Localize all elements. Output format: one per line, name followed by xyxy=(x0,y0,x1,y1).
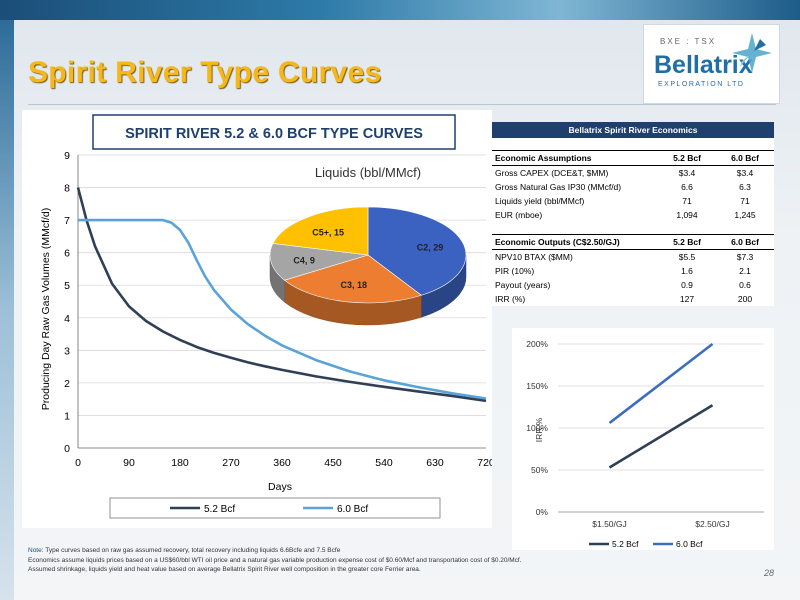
x-tick-label: 0 xyxy=(75,457,81,469)
x-tick-label: 180 xyxy=(171,457,189,469)
irr-line-6-0-bcf xyxy=(608,342,714,425)
table-row: Liquids yield (bbl/MMcf) 71 71 xyxy=(495,196,750,206)
legend-label-6-0: 6.0 Bcf xyxy=(337,504,368,515)
chart-legend xyxy=(109,497,441,519)
note-prefix: Note: xyxy=(28,547,44,554)
x-tick-label: 720 xyxy=(477,457,492,469)
table-row: NPV10 BTAX ($MM) $5.5 $7.3 xyxy=(495,252,754,262)
pie-data-label: C5+, 15 xyxy=(312,228,344,238)
table-row: Gross CAPEX (DCE&T, $MM) $3.4 $3.4 xyxy=(495,168,754,178)
irr-y-tick-label: 150% xyxy=(526,381,548,391)
pie-title: Liquids (bbl/MMcf) xyxy=(315,165,421,180)
x-axis-label: Days xyxy=(268,481,292,493)
irr-y-tick-label: 50% xyxy=(531,465,548,475)
irr-y-axis-ticks: 0% 50% 100% 150% 200% xyxy=(526,339,548,517)
irr-x-tick-label: $1.50/GJ xyxy=(592,519,627,529)
title-divider xyxy=(28,104,776,105)
table-row: Gross Natural Gas IP30 (MMcf/d) 6.6 6.3 xyxy=(495,182,751,192)
logo-tagline: EXPLORATION LTD xyxy=(658,81,745,88)
legend-label-5-2: 5.2 Bcf xyxy=(204,504,235,515)
y-tick-label: 8 xyxy=(64,183,70,195)
note-line-1: Type curves based on raw gas assumed rec… xyxy=(45,547,341,554)
y-tick-label: 5 xyxy=(64,280,70,292)
y-tick-label: 3 xyxy=(64,345,70,357)
pie-slice-c3 xyxy=(283,254,422,304)
table-row: IRR (%) 127 200 xyxy=(495,294,753,304)
table-row: PIR (10%) 1.6 2.1 xyxy=(495,266,751,276)
y-axis-ticks: 0 1 2 3 4 5 6 7 8 9 xyxy=(64,150,70,455)
company-logo: BXE : TSX Bellatrix EXPLORATION LTD xyxy=(643,24,780,104)
table-title: Bellatrix Spirit River Economics xyxy=(492,122,774,138)
logo-name: Bellatrix xyxy=(654,51,753,79)
y-tick-label: 2 xyxy=(64,378,70,390)
chart-area xyxy=(22,110,492,528)
x-tick-label: 630 xyxy=(426,457,444,469)
assumptions-header-row: Economic Assumptions 5.2 Bcf 6.0 Bcf xyxy=(492,150,774,166)
x-tick-label: 90 xyxy=(123,457,135,469)
irr-chart: 0% 50% 100% 150% 200% $1.50/GJ $2.50/GJ IRR %… xyxy=(512,328,774,550)
pie-slice-c5plus xyxy=(272,206,369,256)
y-tick-label: 7 xyxy=(64,215,70,227)
economics-table: Bellatrix Spirit River Economics Economi… xyxy=(492,122,774,306)
left-accent-bar xyxy=(0,20,14,600)
table-row: Payout (years) 0.9 0.6 xyxy=(495,280,751,290)
irr-line-5-2-bcf xyxy=(608,404,714,469)
x-tick-label: 450 xyxy=(324,457,342,469)
outputs-header-row: Economic Outputs (C$2.50/GJ) 5.2 Bcf 6.0… xyxy=(492,234,774,250)
irr-y-tick-label: 100% xyxy=(526,423,548,433)
liquids-pie-chart: Liquids (bbl/MMcf) C2, 29 C3, 18 C4, 9 C5+,… xyxy=(269,165,467,326)
irr-y-tick-label: 200% xyxy=(526,339,548,349)
irr-x-axis-ticks: $1.50/GJ $2.50/GJ xyxy=(592,519,730,529)
table-row: EUR (mboe) 1,094 1,245 xyxy=(495,210,756,220)
top-banner xyxy=(0,0,800,20)
irr-y-axis-label: IRR % xyxy=(534,417,544,442)
x-tick-label: 540 xyxy=(375,457,393,469)
y-tick-label: 4 xyxy=(64,313,70,325)
irr-legend-label-5-2: 5.2 Bcf xyxy=(612,539,639,549)
y-tick-label: 1 xyxy=(64,410,70,422)
pie-data-label: C3, 18 xyxy=(341,280,368,290)
series-lines xyxy=(76,187,487,403)
series-line-5-2-bcf xyxy=(76,187,487,403)
series-line-6-0-bcf xyxy=(78,218,487,400)
pie-data-label: C4, 9 xyxy=(293,256,315,266)
star-logo-icon xyxy=(732,33,772,73)
page-number: 28 xyxy=(764,568,775,578)
irr-series-lines xyxy=(608,342,714,469)
irr-x-tick-label: $2.50/GJ xyxy=(695,519,730,529)
y-tick-label: 0 xyxy=(64,443,70,455)
irr-legend-label-6-0: 6.0 Bcf xyxy=(676,539,703,549)
slide-title: Spirit River Type Curves xyxy=(28,56,382,89)
y-tick-label: 6 xyxy=(64,248,70,260)
chart-title: SPIRIT RIVER 5.2 & 6.0 BCF TYPE CURVES xyxy=(125,126,423,142)
note-line-3: Assumed shrinkage, liquids yield and hea… xyxy=(28,566,421,573)
pie-slice-c4 xyxy=(269,243,369,281)
x-axis-ticks: 0 90 180 270 360 450 540 630 720 xyxy=(75,457,492,469)
irr-y-tick-label: 0% xyxy=(536,507,549,517)
y-tick-label: 9 xyxy=(64,150,70,162)
chart-title-box xyxy=(92,114,456,150)
irr-chart-area xyxy=(512,328,774,550)
type-curve-chart: SPIRIT RIVER 5.2 & 6.0 BCF TYPE CURVES 0… xyxy=(22,110,492,528)
irr-gridlines xyxy=(558,343,764,513)
pie-data-label: C2, 29 xyxy=(417,243,444,253)
note-line-2: Economics assume liquids prices based on… xyxy=(28,556,522,564)
x-tick-label: 270 xyxy=(222,457,240,469)
x-tick-label: 360 xyxy=(273,457,291,469)
y-axis-label: Producing Day Raw Gas Volumes (MMcf/d) xyxy=(40,208,52,410)
logo-exchange: BXE : TSX xyxy=(660,37,717,46)
footnote: Note: Type curves based on raw gas assum… xyxy=(28,546,768,575)
